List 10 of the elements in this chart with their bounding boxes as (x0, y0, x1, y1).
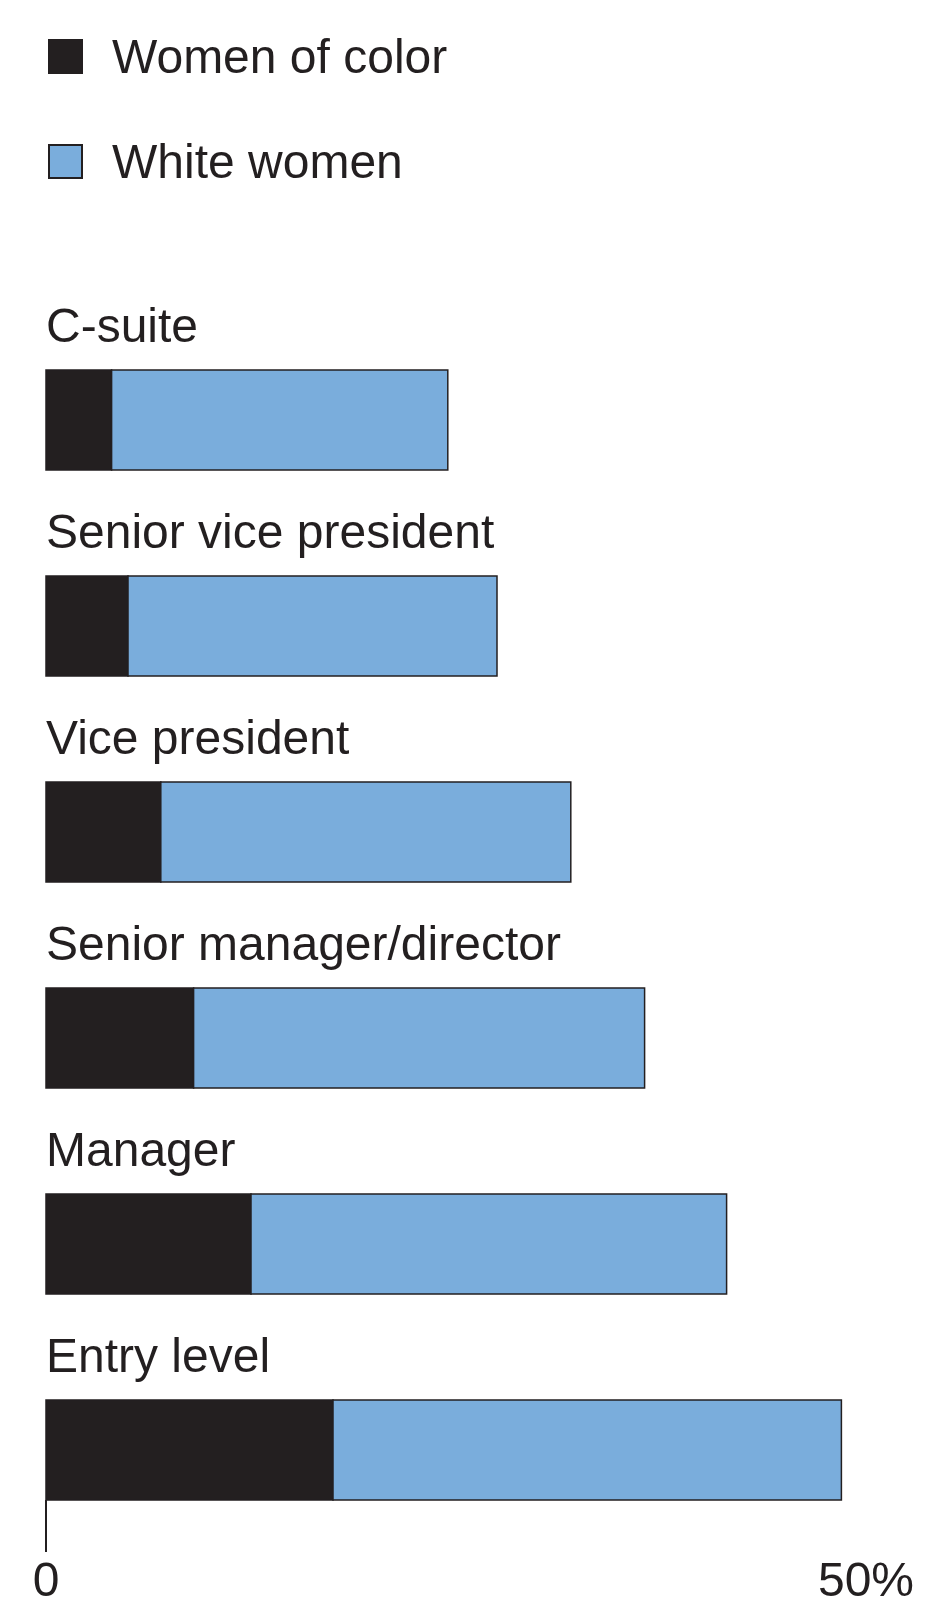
y-tick-label: Vice president (46, 711, 350, 764)
y-tick-label: Senior vice president (46, 505, 495, 558)
y-tick-label: C-suite (46, 299, 199, 352)
y-tick-label: Senior manager/director (46, 917, 561, 970)
x-tick-label: 0 (32, 1553, 60, 1606)
legend-label: Women of color (112, 30, 448, 83)
y-tick-label: Manager (46, 1123, 236, 1176)
y-tick-label: Entry level (46, 1329, 271, 1382)
x-tick-label: 50% (817, 1553, 915, 1606)
legend-label: White women (112, 135, 403, 188)
